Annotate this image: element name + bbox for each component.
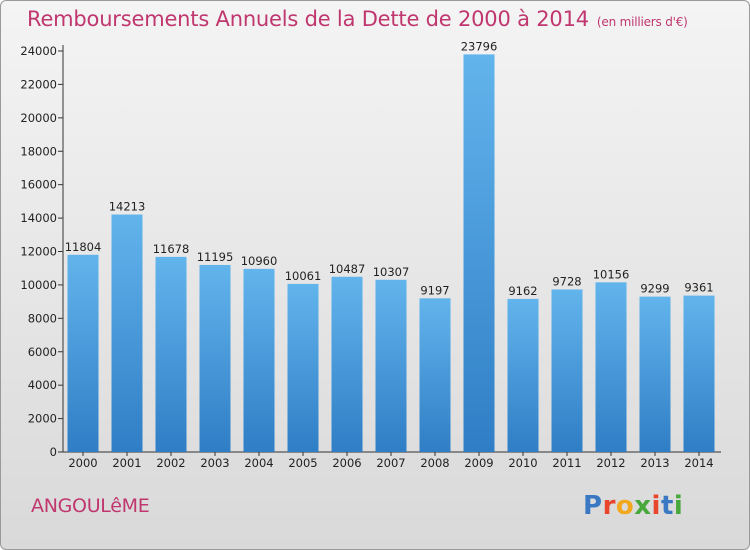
- y-tick-label: 14000: [20, 211, 57, 225]
- bar: [67, 254, 99, 452]
- y-tick-label: 12000: [20, 245, 57, 259]
- bar: [287, 283, 319, 452]
- bar: [551, 289, 583, 452]
- bar: [243, 268, 275, 452]
- x-tick-label: 2001: [112, 456, 141, 470]
- chart-subtitle: (en milliers d'€): [596, 15, 688, 29]
- value-label: 14213: [109, 200, 146, 214]
- bar: [375, 279, 407, 452]
- logo-letter: t: [660, 491, 674, 521]
- y-tick-label: 6000: [28, 345, 57, 359]
- value-label: 23796: [461, 39, 498, 53]
- x-tick-label: 2009: [464, 456, 493, 470]
- y-tick-label: 16000: [20, 178, 57, 192]
- x-tick-label: 2014: [684, 456, 713, 470]
- value-label: 11804: [65, 240, 102, 254]
- bar: [683, 295, 715, 452]
- chart-bars: [67, 54, 715, 452]
- bar: [331, 276, 363, 452]
- y-tick-label: 18000: [20, 144, 57, 158]
- y-tick-label: 8000: [28, 311, 57, 325]
- x-tick-label: 2008: [420, 456, 449, 470]
- logo-letter: i: [673, 491, 684, 521]
- value-label: 9728: [552, 274, 581, 288]
- chart-axes: 0 2000 4000 6000 8000 10000 12000 14000 16000 180…: [20, 44, 721, 470]
- y-tick-label: 22000: [20, 77, 57, 91]
- value-label: 10960: [241, 254, 278, 268]
- value-label: 10156: [593, 267, 630, 281]
- x-tick-label: 2006: [332, 456, 361, 470]
- x-tick-label: 2007: [376, 456, 405, 470]
- value-label: 10061: [285, 269, 322, 283]
- y-tick-label: 4000: [28, 378, 57, 392]
- x-tick-label: 2000: [68, 456, 97, 470]
- x-tick-label: 2002: [156, 456, 185, 470]
- value-label: 10307: [373, 265, 410, 279]
- value-label: 9197: [420, 283, 449, 297]
- bar: [111, 214, 143, 452]
- logo-letter: o: [615, 491, 635, 521]
- value-label: 9299: [640, 282, 669, 296]
- chart-value-labels: 11804 14213 11678 11195 10960 10061 10487 10307…: [65, 39, 714, 298]
- x-tick-label: 2011: [552, 456, 581, 470]
- y-tick-label: 20000: [20, 111, 57, 125]
- x-tick-label: 2004: [244, 456, 273, 470]
- value-label: 11678: [153, 242, 190, 256]
- y-tick-label: 0: [50, 445, 57, 459]
- x-tick-label: 2012: [596, 456, 625, 470]
- value-label: 9162: [508, 284, 537, 298]
- x-tick-label: 2005: [288, 456, 317, 470]
- bar: [507, 298, 539, 452]
- logo-letter: r: [602, 491, 616, 521]
- logo-letter: x: [634, 491, 652, 521]
- logo-letter: i: [651, 491, 661, 521]
- bar: [155, 256, 187, 452]
- value-label: 9361: [684, 281, 713, 295]
- city-name: ANGOULêME: [31, 495, 150, 517]
- x-tick-label: 2013: [640, 456, 669, 470]
- y-tick-label: 24000: [20, 44, 57, 58]
- logo-letter: P: [583, 491, 603, 521]
- value-label: 11195: [197, 250, 234, 264]
- chart-title: Remboursements Annuels de la Dette de 20…: [27, 7, 688, 31]
- y-tick-label: 10000: [20, 278, 57, 292]
- proxiti-logo: Proxiti: [583, 491, 683, 521]
- bar: [463, 54, 495, 452]
- value-label: 10487: [329, 262, 366, 276]
- x-tick-label: 2003: [200, 456, 229, 470]
- bar: [419, 298, 451, 452]
- x-tick-label: 2010: [508, 456, 537, 470]
- y-tick-label: 2000: [28, 412, 57, 426]
- bar: [199, 264, 231, 452]
- bar: [639, 296, 671, 452]
- bar: [595, 282, 627, 452]
